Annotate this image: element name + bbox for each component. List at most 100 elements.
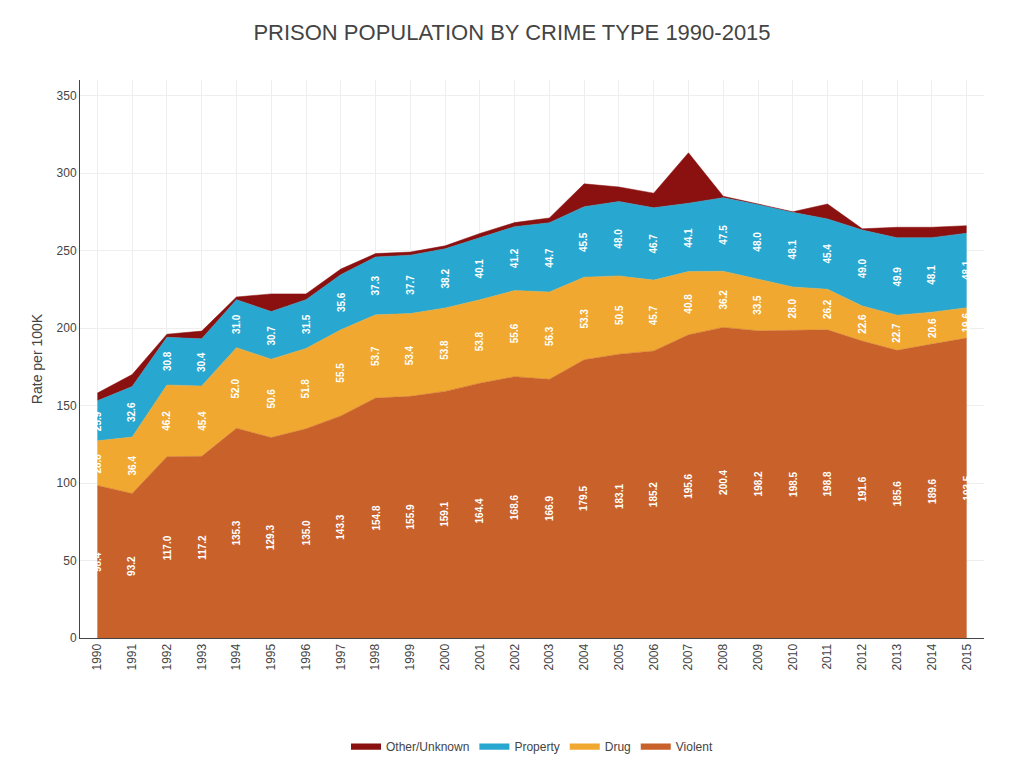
svg-text:50.5: 50.5 (614, 305, 625, 325)
svg-text:30.8: 30.8 (162, 351, 173, 371)
svg-text:2011: 2011 (820, 643, 834, 669)
svg-text:150: 150 (57, 399, 77, 413)
svg-text:50: 50 (63, 554, 77, 568)
svg-text:1992: 1992 (160, 643, 174, 670)
svg-text:28.8: 28.8 (92, 454, 103, 474)
svg-text:2012: 2012 (855, 643, 869, 670)
svg-text:1996: 1996 (299, 643, 313, 670)
svg-text:300: 300 (57, 166, 77, 180)
svg-text:Rate per 100K: Rate per 100K (29, 313, 45, 404)
svg-text:100: 100 (57, 476, 77, 490)
svg-text:200: 200 (57, 321, 77, 335)
svg-text:166.9: 166.9 (544, 496, 555, 521)
svg-text:20.6: 20.6 (927, 318, 938, 338)
svg-text:40.1: 40.1 (474, 259, 485, 279)
svg-text:2009: 2009 (751, 643, 765, 670)
svg-text:350: 350 (57, 89, 77, 103)
svg-text:0: 0 (70, 631, 77, 645)
svg-text:185.6: 185.6 (892, 481, 903, 506)
svg-text:1993: 1993 (195, 643, 209, 670)
svg-text:53.8: 53.8 (474, 331, 485, 351)
svg-text:198.5: 198.5 (788, 471, 799, 496)
svg-text:198.2: 198.2 (753, 471, 764, 496)
svg-text:2006: 2006 (647, 643, 661, 670)
svg-text:44.1: 44.1 (683, 228, 694, 248)
svg-text:28.0: 28.0 (787, 298, 798, 318)
svg-text:1991: 1991 (125, 643, 139, 670)
svg-text:48.1: 48.1 (926, 265, 937, 285)
svg-text:55.5: 55.5 (335, 363, 346, 383)
svg-text:Drug: Drug (605, 740, 631, 754)
svg-text:38.2: 38.2 (440, 269, 451, 289)
svg-text:26.2: 26.2 (822, 299, 833, 319)
svg-text:195.6: 195.6 (683, 473, 694, 498)
svg-text:2007: 2007 (681, 643, 695, 670)
svg-text:47.5: 47.5 (718, 225, 729, 245)
svg-text:35.6: 35.6 (336, 292, 347, 312)
svg-text:198.8: 198.8 (822, 471, 833, 496)
svg-text:183.1: 183.1 (614, 484, 625, 509)
svg-text:45.4: 45.4 (822, 244, 833, 264)
svg-text:48.0: 48.0 (752, 232, 763, 252)
svg-text:159.1: 159.1 (439, 501, 450, 526)
svg-text:44.7: 44.7 (544, 248, 555, 268)
svg-text:31.5: 31.5 (301, 314, 312, 334)
svg-text:2008: 2008 (716, 643, 730, 670)
svg-text:2010: 2010 (786, 643, 800, 670)
svg-text:40.8: 40.8 (683, 294, 694, 314)
svg-text:189.6: 189.6 (927, 478, 938, 503)
svg-text:41.2: 41.2 (509, 248, 520, 268)
svg-text:Violent: Violent (676, 740, 713, 754)
svg-text:135.3: 135.3 (231, 520, 242, 545)
svg-text:168.6: 168.6 (509, 494, 520, 519)
svg-text:164.4: 164.4 (474, 498, 485, 523)
svg-text:179.5: 179.5 (578, 486, 589, 511)
svg-text:36.4: 36.4 (127, 456, 138, 476)
svg-text:50.6: 50.6 (266, 389, 277, 409)
svg-text:49.0: 49.0 (857, 258, 868, 278)
svg-text:55.6: 55.6 (509, 323, 520, 343)
svg-text:93.2: 93.2 (126, 556, 137, 576)
svg-text:52.0: 52.0 (230, 379, 241, 399)
svg-text:53.4: 53.4 (404, 345, 415, 365)
svg-text:185.2: 185.2 (648, 482, 659, 507)
svg-text:32.6: 32.6 (126, 402, 137, 422)
svg-text:53.7: 53.7 (370, 346, 381, 366)
svg-text:25.9: 25.9 (92, 411, 103, 431)
svg-text:2013: 2013 (890, 643, 904, 670)
svg-text:48.1: 48.1 (787, 240, 798, 260)
svg-text:1995: 1995 (264, 643, 278, 670)
svg-text:31.0: 31.0 (231, 314, 242, 334)
svg-text:250: 250 (57, 244, 77, 258)
svg-text:1997: 1997 (334, 643, 348, 670)
svg-text:56.3: 56.3 (544, 326, 555, 346)
svg-text:45.5: 45.5 (578, 232, 589, 252)
svg-text:37.3: 37.3 (370, 276, 381, 296)
svg-text:53.3: 53.3 (579, 309, 590, 329)
svg-text:33.5: 33.5 (752, 295, 763, 315)
svg-text:30.4: 30.4 (196, 352, 207, 372)
svg-text:143.3: 143.3 (335, 514, 346, 539)
svg-text:2001: 2001 (473, 643, 487, 670)
svg-text:PRISON POPULATION BY CRIME TYP: PRISON POPULATION BY CRIME TYPE 1990-201… (253, 20, 770, 45)
svg-text:45.4: 45.4 (197, 411, 208, 431)
svg-text:2004: 2004 (577, 643, 591, 670)
svg-text:22.6: 22.6 (857, 314, 868, 334)
svg-text:135.0: 135.0 (301, 520, 312, 545)
svg-text:46.2: 46.2 (161, 411, 172, 431)
svg-text:98.4: 98.4 (92, 552, 103, 572)
svg-text:Other/Unknown: Other/Unknown (386, 740, 469, 754)
svg-text:1994: 1994 (229, 643, 243, 670)
svg-text:191.6: 191.6 (857, 476, 868, 501)
svg-text:48.1: 48.1 (961, 260, 972, 280)
svg-text:200.4: 200.4 (718, 469, 729, 494)
svg-text:53.8: 53.8 (439, 340, 450, 360)
svg-text:46.7: 46.7 (648, 234, 659, 254)
svg-text:155.9: 155.9 (405, 504, 416, 529)
svg-text:22.7: 22.7 (891, 323, 902, 343)
svg-text:2015: 2015 (960, 643, 974, 670)
svg-text:2002: 2002 (508, 643, 522, 670)
svg-text:2014: 2014 (925, 643, 939, 670)
svg-text:49.9: 49.9 (892, 267, 903, 287)
svg-text:1998: 1998 (368, 643, 382, 670)
